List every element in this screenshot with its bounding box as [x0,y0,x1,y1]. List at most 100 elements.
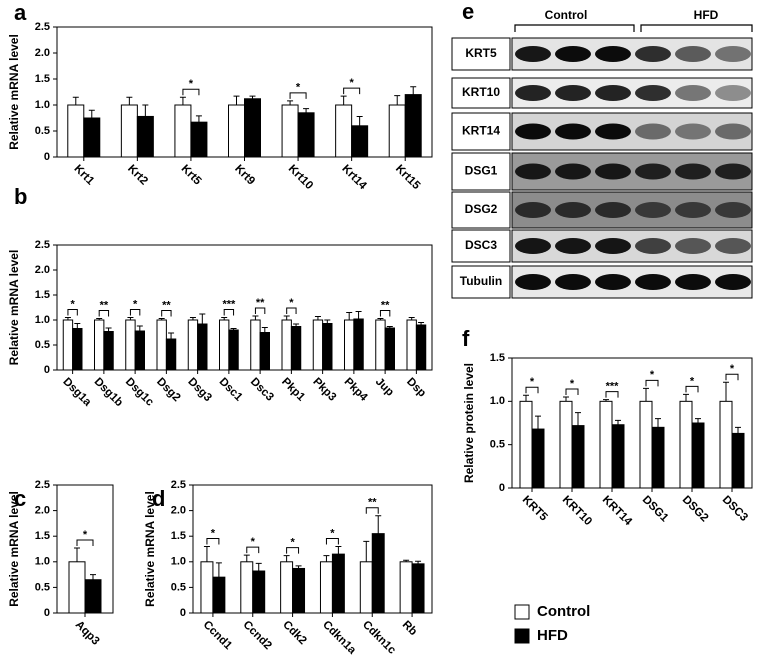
blot-band [515,123,551,140]
error-bar [142,104,149,117]
bar [68,561,86,614]
error-bar [203,545,210,562]
panel-letter: e [462,0,474,24]
y-tick-label: 0.5 [171,581,186,593]
bar [259,332,270,371]
error-bar [199,313,206,324]
bar [731,432,745,489]
error-bar [233,95,240,105]
blot-strip [511,265,753,299]
error-bar [418,322,425,325]
y-tick-label: 1.0 [35,314,50,326]
bar [371,533,385,614]
bar [281,104,299,158]
y-axis-label: Relative mRNA level [7,34,21,150]
blot-label-box [451,37,511,71]
error-bar [324,319,331,324]
y-tick-label: 0 [44,151,50,163]
x-tick-label: KRT14 [600,494,635,529]
blot-band [555,123,591,140]
error-bar [377,318,384,320]
significance-label: ** [162,299,171,311]
blot-band [635,123,671,140]
blot-strip [511,37,753,71]
error-bar [340,95,347,105]
blot-band [715,123,751,140]
significance-label: ** [100,299,109,311]
error-bar [386,326,393,328]
significance-label: * [350,77,355,89]
significance-bracket [223,309,235,316]
significance-label: *** [606,381,620,393]
error-bar [74,323,81,329]
y-tick-label: 1.5 [35,73,50,85]
significance-bracket [725,373,739,381]
bar [611,424,625,489]
error-bar [335,545,342,555]
blot-band [635,85,671,101]
error-bar [90,574,96,580]
error-bar [323,555,330,562]
error-bar [683,393,689,402]
significance-bracket [98,310,110,317]
group-bracket [514,24,753,32]
bar [351,125,369,158]
significance-label: * [690,375,695,387]
blot-band [515,238,551,254]
blot-label-box [451,191,511,229]
bar [331,553,345,614]
blot-label-box [451,265,511,299]
x-tick-label: Ccnd1 [201,619,235,653]
y-tick-label: 1.5 [35,289,50,301]
error-bar [603,399,609,402]
significance-label: * [133,298,138,310]
error-bar [168,332,175,339]
bar [212,576,226,614]
bar [651,426,665,489]
error-bar [363,540,370,562]
blot-band [595,274,631,290]
blot-label: KRT14 [462,124,500,138]
significance-bracket [379,310,391,317]
blot-band [595,46,631,62]
bar [384,327,395,371]
y-axis-label: Relative mRNA level [7,491,21,607]
significance-label: * [570,378,575,390]
error-bar [615,419,621,425]
y-tick-label: 2.0 [35,47,50,59]
blot-label: DSG1 [465,164,498,178]
error-bar [535,415,541,430]
blot-band [515,85,551,101]
error-bar [230,328,237,330]
blot-band [675,238,711,254]
bar [691,422,705,489]
error-bar [64,317,71,320]
bar [280,561,294,614]
significance-bracket [343,87,361,95]
legend-swatch [514,628,530,644]
blot-label: KRT10 [462,85,500,99]
x-tick-label: Krt5 [179,163,204,188]
bar [281,319,292,371]
x-tick-label: Dsg1b [92,376,125,409]
blot-band [715,202,751,218]
y-tick-label: 0.5 [490,439,505,451]
error-bar [655,418,661,428]
bar [103,331,114,371]
error-bar [283,315,290,320]
error-bar [403,559,410,562]
significance-bracket [286,307,297,314]
x-tick-label: Pkp4 [342,376,370,404]
y-tick-label: 0.5 [35,339,50,351]
error-bar [221,317,228,320]
bar [197,323,208,371]
error-bar [261,327,268,333]
y-axis-label: Relative mRNA level [143,491,157,607]
bar [322,323,333,371]
significance-label: * [330,527,335,539]
bar [292,567,306,614]
x-tick-label: Krt14 [339,163,369,193]
y-tick-label: 1.0 [35,556,50,568]
bar [84,579,102,614]
bar [571,425,585,489]
